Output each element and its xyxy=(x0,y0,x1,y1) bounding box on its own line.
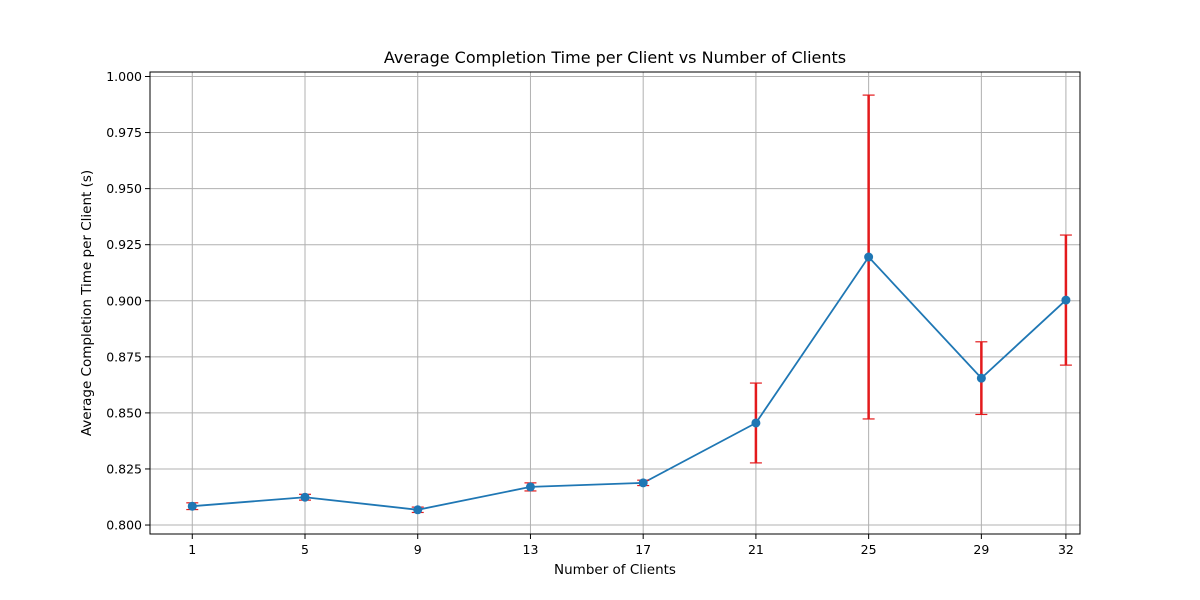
x-tick-label: 13 xyxy=(523,542,539,557)
x-tick-label: 5 xyxy=(301,542,309,557)
series-line xyxy=(192,255,1067,511)
x-tick-label: 21 xyxy=(748,542,764,557)
y-tick-label: 1.000 xyxy=(106,69,142,84)
y-tick-label: 0.875 xyxy=(106,349,142,364)
axis-ticks: 1 5 9 13 17 21 25 29 32 0.800 0.825 0.850 0.875 0.900… xyxy=(106,69,1074,557)
x-tick-label: 17 xyxy=(635,542,651,557)
x-tick-label: 32 xyxy=(1058,542,1074,557)
y-tick-label: 0.900 xyxy=(106,293,142,308)
y-tick-label: 0.975 xyxy=(106,125,142,140)
data-point xyxy=(413,505,423,515)
y-tick-label: 0.925 xyxy=(106,237,142,252)
y-tick-label: 0.825 xyxy=(106,461,142,476)
grid xyxy=(150,72,1080,534)
plot-frame xyxy=(149,71,1081,535)
y-tick-label: 0.850 xyxy=(106,405,142,420)
x-axis-label: Number of Clients xyxy=(554,562,676,578)
data-point xyxy=(864,252,874,262)
data-point xyxy=(751,418,761,428)
data-point xyxy=(638,478,648,488)
x-tick-label: 1 xyxy=(188,542,196,557)
y-axis-label: Average Completion Time per Client (s) xyxy=(79,170,95,436)
data-point xyxy=(976,373,986,383)
data-series xyxy=(186,94,1072,515)
x-tick-label: 25 xyxy=(861,542,877,557)
data-point xyxy=(187,501,197,511)
data-point xyxy=(1061,295,1071,305)
data-point xyxy=(525,482,535,492)
x-tick-label: 29 xyxy=(973,542,989,557)
y-tick-label: 0.800 xyxy=(106,518,142,533)
x-tick-label: 9 xyxy=(414,542,422,557)
data-point xyxy=(300,492,310,502)
y-tick-label: 0.950 xyxy=(106,181,142,196)
chart-title: Average Completion Time per Client vs Nu… xyxy=(384,48,846,67)
